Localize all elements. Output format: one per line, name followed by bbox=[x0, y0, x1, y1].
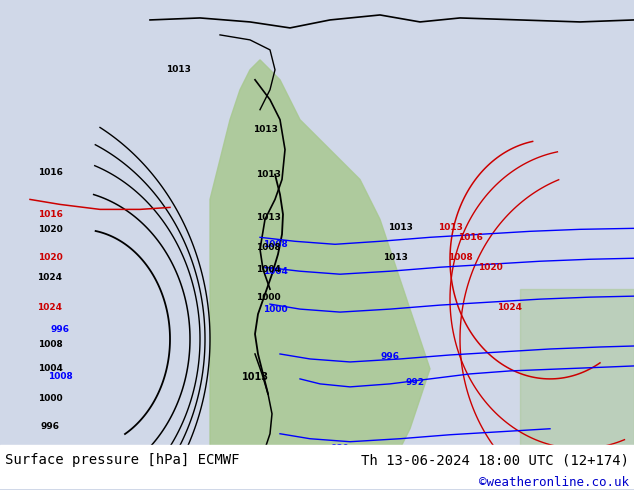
Text: 1013: 1013 bbox=[252, 125, 278, 134]
Text: 1024: 1024 bbox=[498, 303, 522, 312]
Text: 1016: 1016 bbox=[458, 233, 482, 242]
Text: 1013: 1013 bbox=[387, 223, 413, 232]
Text: 1016: 1016 bbox=[37, 168, 62, 177]
Text: 984: 984 bbox=[351, 464, 370, 473]
Text: 1020: 1020 bbox=[37, 225, 62, 234]
Text: 1024: 1024 bbox=[37, 273, 63, 282]
Text: 1008: 1008 bbox=[448, 253, 472, 262]
Text: 1000: 1000 bbox=[262, 305, 287, 314]
Text: Th 13-06-2024 18:00 UTC (12+174): Th 13-06-2024 18:00 UTC (12+174) bbox=[361, 453, 629, 467]
Text: 992: 992 bbox=[406, 378, 425, 388]
Text: 1016: 1016 bbox=[37, 210, 62, 219]
Text: 1008: 1008 bbox=[37, 340, 62, 348]
Text: 1004: 1004 bbox=[262, 267, 287, 276]
Text: 1013: 1013 bbox=[382, 253, 408, 262]
Text: Surface pressure [hPa] ECMWF: Surface pressure [hPa] ECMWF bbox=[5, 453, 240, 467]
Text: 1004: 1004 bbox=[37, 365, 62, 373]
Text: 1013: 1013 bbox=[242, 372, 269, 382]
Text: 1004: 1004 bbox=[256, 265, 280, 274]
Text: 1020: 1020 bbox=[37, 253, 62, 262]
Text: 996: 996 bbox=[41, 422, 60, 431]
Text: 1013: 1013 bbox=[256, 213, 280, 222]
Text: 1013: 1013 bbox=[165, 65, 190, 74]
Polygon shape bbox=[520, 289, 634, 489]
Text: 996: 996 bbox=[51, 324, 70, 334]
Text: 1013: 1013 bbox=[437, 223, 462, 232]
Text: 980: 980 bbox=[330, 444, 349, 453]
Text: 1013: 1013 bbox=[256, 170, 280, 179]
Text: 996: 996 bbox=[380, 352, 399, 362]
Text: 1008: 1008 bbox=[256, 243, 280, 252]
Polygon shape bbox=[220, 465, 310, 489]
Polygon shape bbox=[210, 60, 430, 489]
Text: 1020: 1020 bbox=[477, 263, 502, 272]
Bar bbox=[0, 445, 634, 489]
Text: 1000: 1000 bbox=[37, 394, 62, 403]
Text: 1024: 1024 bbox=[37, 303, 63, 312]
Text: 1008: 1008 bbox=[48, 372, 72, 381]
Text: 1000: 1000 bbox=[256, 293, 280, 302]
Text: ©weatheronline.co.uk: ©weatheronline.co.uk bbox=[479, 475, 629, 489]
Text: 1008: 1008 bbox=[262, 240, 287, 249]
Polygon shape bbox=[0, 464, 634, 489]
